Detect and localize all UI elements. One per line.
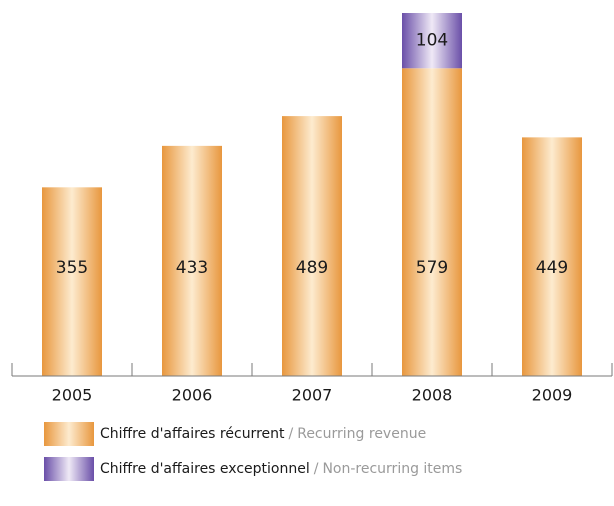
bars-group: 355 433 489 579 104 449 [42,13,582,377]
x-axis: 2005 2006 2007 2008 2009 [11,363,613,405]
data-label: 355 [56,258,88,278]
legend-label-en: Non-recurring items [322,461,463,477]
bar-2006-recurring [162,145,222,376]
data-label: 104 [416,31,448,51]
x-tick-label: 2007 [292,386,333,405]
data-label: 489 [296,258,328,278]
bar-2007-recurring [282,116,342,377]
legend-item-nonrecurring: Chiffre d'affaires exceptionnel / Non-re… [44,457,462,481]
x-tick-label: 2005 [52,386,93,405]
bar-2008-recurring [402,68,462,376]
legend-swatch-recurring [44,422,94,446]
data-label: 579 [416,258,448,278]
bar-2009-recurring [522,137,582,376]
legend-label-en: Recurring revenue [297,426,427,442]
legend-separator: / [313,461,319,477]
x-tick-label: 2006 [172,386,213,405]
bar-2005-recurring [42,187,102,376]
chart: 355 433 489 579 104 449 2005 2006 2007 2008 2009 [11,13,613,405]
x-tick-label: 2008 [412,386,453,405]
legend-label-fr: Chiffre d'affaires récurrent [100,426,285,442]
bar-2008-nonrecurring [402,13,462,69]
legend-item-recurring: Chiffre d'affaires récurrent / Recurring… [44,422,426,446]
x-tick-label: 2009 [532,386,573,405]
data-label: 433 [176,258,208,278]
legend-label-fr: Chiffre d'affaires exceptionnel [100,461,310,477]
legend-swatch-nonrecurring [44,457,94,481]
legend-separator: / [288,426,294,442]
data-label: 449 [536,258,568,278]
